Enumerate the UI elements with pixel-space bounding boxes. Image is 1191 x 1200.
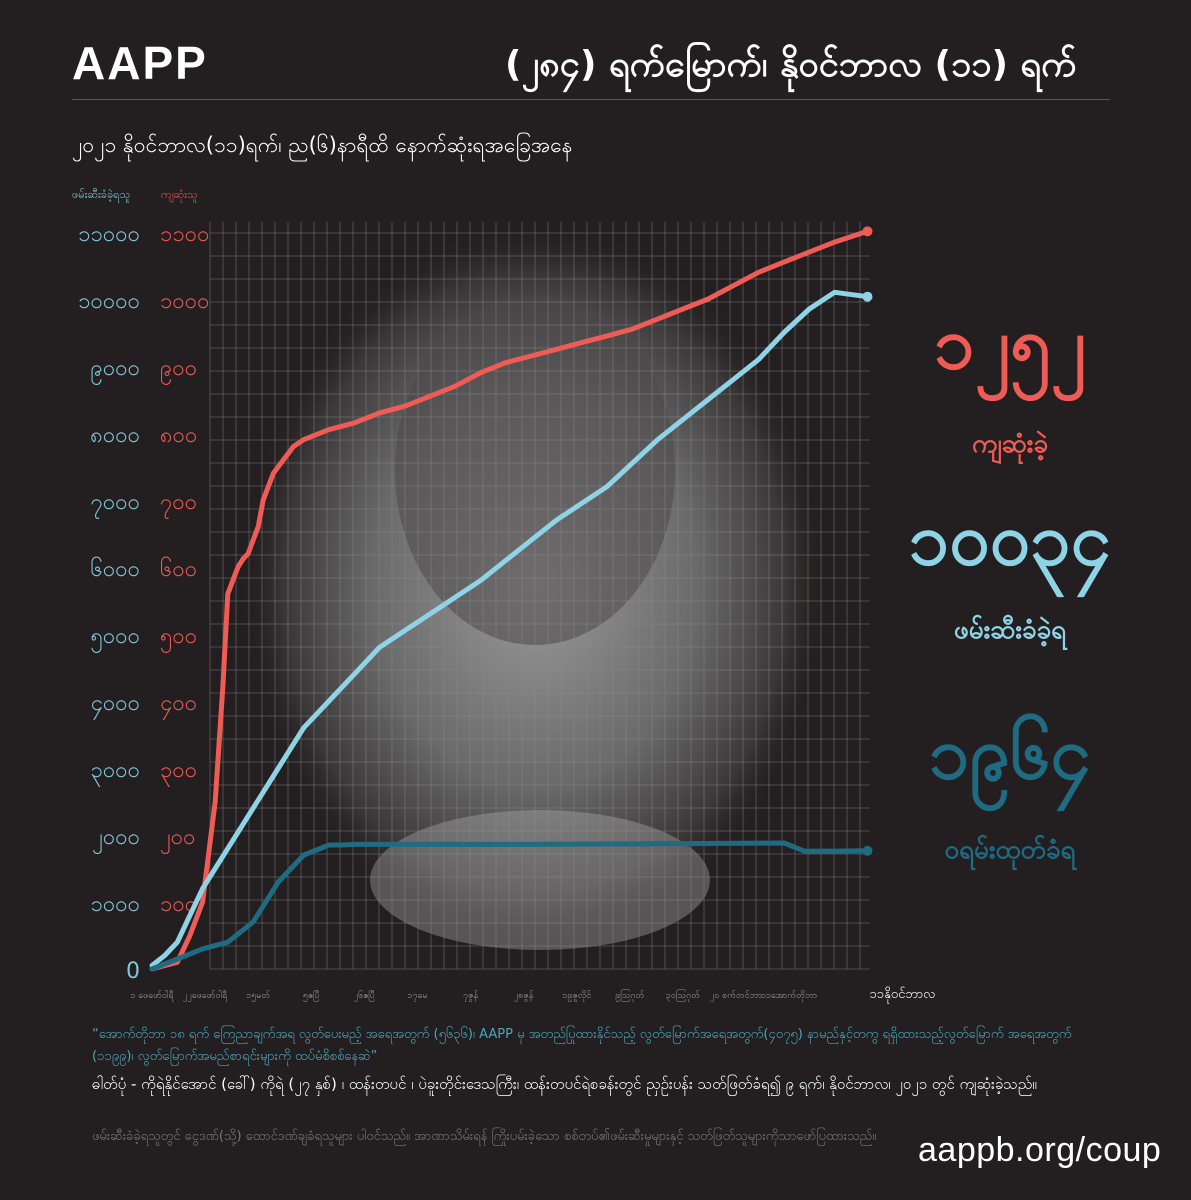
x-axis-labels: ၁ ဖေဖော်ဝါရီ ၂၂ဖေဖော်ဝါရီ ၁၅မတ် ၅ဧပြီ ၂၆ဧပြီ… bbox=[130, 986, 935, 1004]
left-axis-tick: ၁၀၀၀၀ bbox=[78, 289, 140, 314]
x-axis-label: ၃၀ဩဂုတ် bbox=[666, 989, 701, 1002]
x-axis-label: ၂၀ စက်တင်ဘာ bbox=[710, 990, 762, 1002]
left-axis-tick: ၆၀၀၀ bbox=[91, 556, 141, 582]
x-axis-label: ၅ဧပြီ bbox=[303, 990, 320, 1002]
warrant-count: ၁၉၆၄ bbox=[929, 711, 1091, 795]
series-end-marker bbox=[862, 226, 873, 237]
headline: (၂၈၄) ရက်မြောက်၊ နိုဝင်ဘာလ (၁၁) ရက် bbox=[505, 44, 1077, 85]
x-axis-label: ၇ဇွန် bbox=[463, 990, 479, 1002]
x-axis-label: ၁၉ဇူလိုင် bbox=[562, 990, 592, 1002]
right-axis-tick: ၃၀၀ bbox=[160, 758, 197, 787]
x-axis-label: ၂၂ဖေဖော်ဝါရီ bbox=[183, 990, 228, 1002]
left-axis-tick: ၁၀၀၀ bbox=[91, 892, 141, 917]
left-axis-tick: ၇၀၀၀ bbox=[91, 490, 141, 519]
left-axis-tick: ၁၁၀၀၀ bbox=[78, 222, 140, 247]
right-axis-tick: ၅၀၀ bbox=[160, 624, 197, 653]
right-axis-tick: ၂၀၀ bbox=[160, 825, 196, 854]
left-axis-tick: 0 bbox=[126, 959, 140, 984]
x-axis-label: ၁၇မေ bbox=[407, 991, 427, 1002]
left-axis-tick: ၄၀၀၀ bbox=[91, 691, 141, 720]
right-axis-tick: ၇၀၀ bbox=[160, 490, 197, 519]
x-axis-label: ၂၆ဧပြီ bbox=[354, 990, 375, 1002]
footnote: ဖမ်းဆီးခံခဲ့ရသူတွင် ငွေဒဏ်(သို့) ထောင်ဒဏ… bbox=[92, 1129, 877, 1144]
subtitle: ၂၀၂၁ နိုဝင်ဘာလ(၁၁)ရက်၊ ည(၆)နာရီထိ နောက်ဆ… bbox=[72, 133, 573, 157]
release-note-quote: “အောက်တိုဘာ ၁၈ ရက် ကြေညာချက်အရ လွတ်ပေးမည… bbox=[92, 1027, 1072, 1064]
series-end-marker bbox=[862, 845, 873, 856]
series-end-marker bbox=[862, 291, 873, 302]
left-axis-tick: ၈၀၀၀ bbox=[90, 423, 140, 448]
chart-grid bbox=[209, 222, 870, 970]
right-axis-title: ကျဆုံးသူ bbox=[161, 188, 198, 201]
x-axis-label: ၁၅မတ် bbox=[246, 990, 271, 1002]
arrested-label: ဖမ်းဆီးခံခဲ့ရ bbox=[953, 615, 1067, 645]
line-chart: ၁၁၀၀၀၁၀၀၀၀၉၀၀၀၈၀၀၀၇၀၀၀၆၀၀၀၅၀၀၀၄၀၀၀၃၀၀၀၂၀… bbox=[78, 220, 935, 1004]
series-line bbox=[149, 289, 870, 969]
photo-caption: ဓါတ်ပုံ - ကိုရဲနိုင်အောင် (ခေါ်) ကိုရဲ (… bbox=[92, 1075, 1037, 1093]
series-line bbox=[149, 228, 870, 972]
left-axis-tick: ၂၀၀၀ bbox=[92, 825, 140, 854]
right-axis-tick: ၁၀၀၀ bbox=[160, 289, 210, 314]
x-axis-label: ၂၈ဇွန် bbox=[514, 990, 534, 1002]
x-axis-label: ၁၁အောက်တိုဘာ bbox=[761, 990, 818, 1002]
left-axis-tick: ၉၀၀၀ bbox=[91, 356, 141, 385]
left-axis-ticks: ၁၁၀၀၀၁၀၀၀၀၉၀၀၀၈၀၀၀၇၀၀၀၆၀၀၀၅၀၀၀၄၀၀၀၃၀၀၀၂၀… bbox=[78, 222, 140, 984]
warrant-label: ဝရမ်းထုတ်ခံရ bbox=[944, 835, 1076, 865]
left-axis-tick: ၅၀၀၀ bbox=[91, 624, 141, 653]
x-axis-label: ၉ဩဂုတ် bbox=[615, 989, 645, 1002]
right-axis-tick: ၉၀၀ bbox=[160, 356, 197, 385]
x-axis-label: ၁၁နိုဝင်ဘာလ bbox=[869, 986, 935, 1004]
x-axis-label: ၁ ဖေဖော်ဝါရီ bbox=[130, 990, 174, 1002]
website-link[interactable]: aappb.org/coup bbox=[918, 1131, 1162, 1169]
arrested-count: ၁၀၀၃၄ bbox=[908, 497, 1112, 581]
right-axis-tick: ၈၀၀ bbox=[160, 423, 197, 448]
chart-series bbox=[149, 226, 873, 972]
header-divider bbox=[72, 99, 1110, 100]
brand-logo: AAPP bbox=[72, 37, 208, 89]
left-axis-title: ဖမ်းဆီးခံခဲ့ရသူ bbox=[72, 188, 131, 201]
killed-label: ကျဆုံးခဲ့ bbox=[972, 429, 1048, 459]
killed-count: ၁၂၅၂ bbox=[934, 301, 1086, 385]
left-axis-tick: ၃၀၀၀ bbox=[91, 758, 141, 787]
series-line bbox=[149, 840, 870, 972]
right-axis-tick: ၄၀၀ bbox=[160, 691, 197, 720]
right-axis-tick: ၁၁၀၀ bbox=[160, 222, 210, 247]
right-axis-tick: ၆၀၀ bbox=[160, 556, 197, 582]
